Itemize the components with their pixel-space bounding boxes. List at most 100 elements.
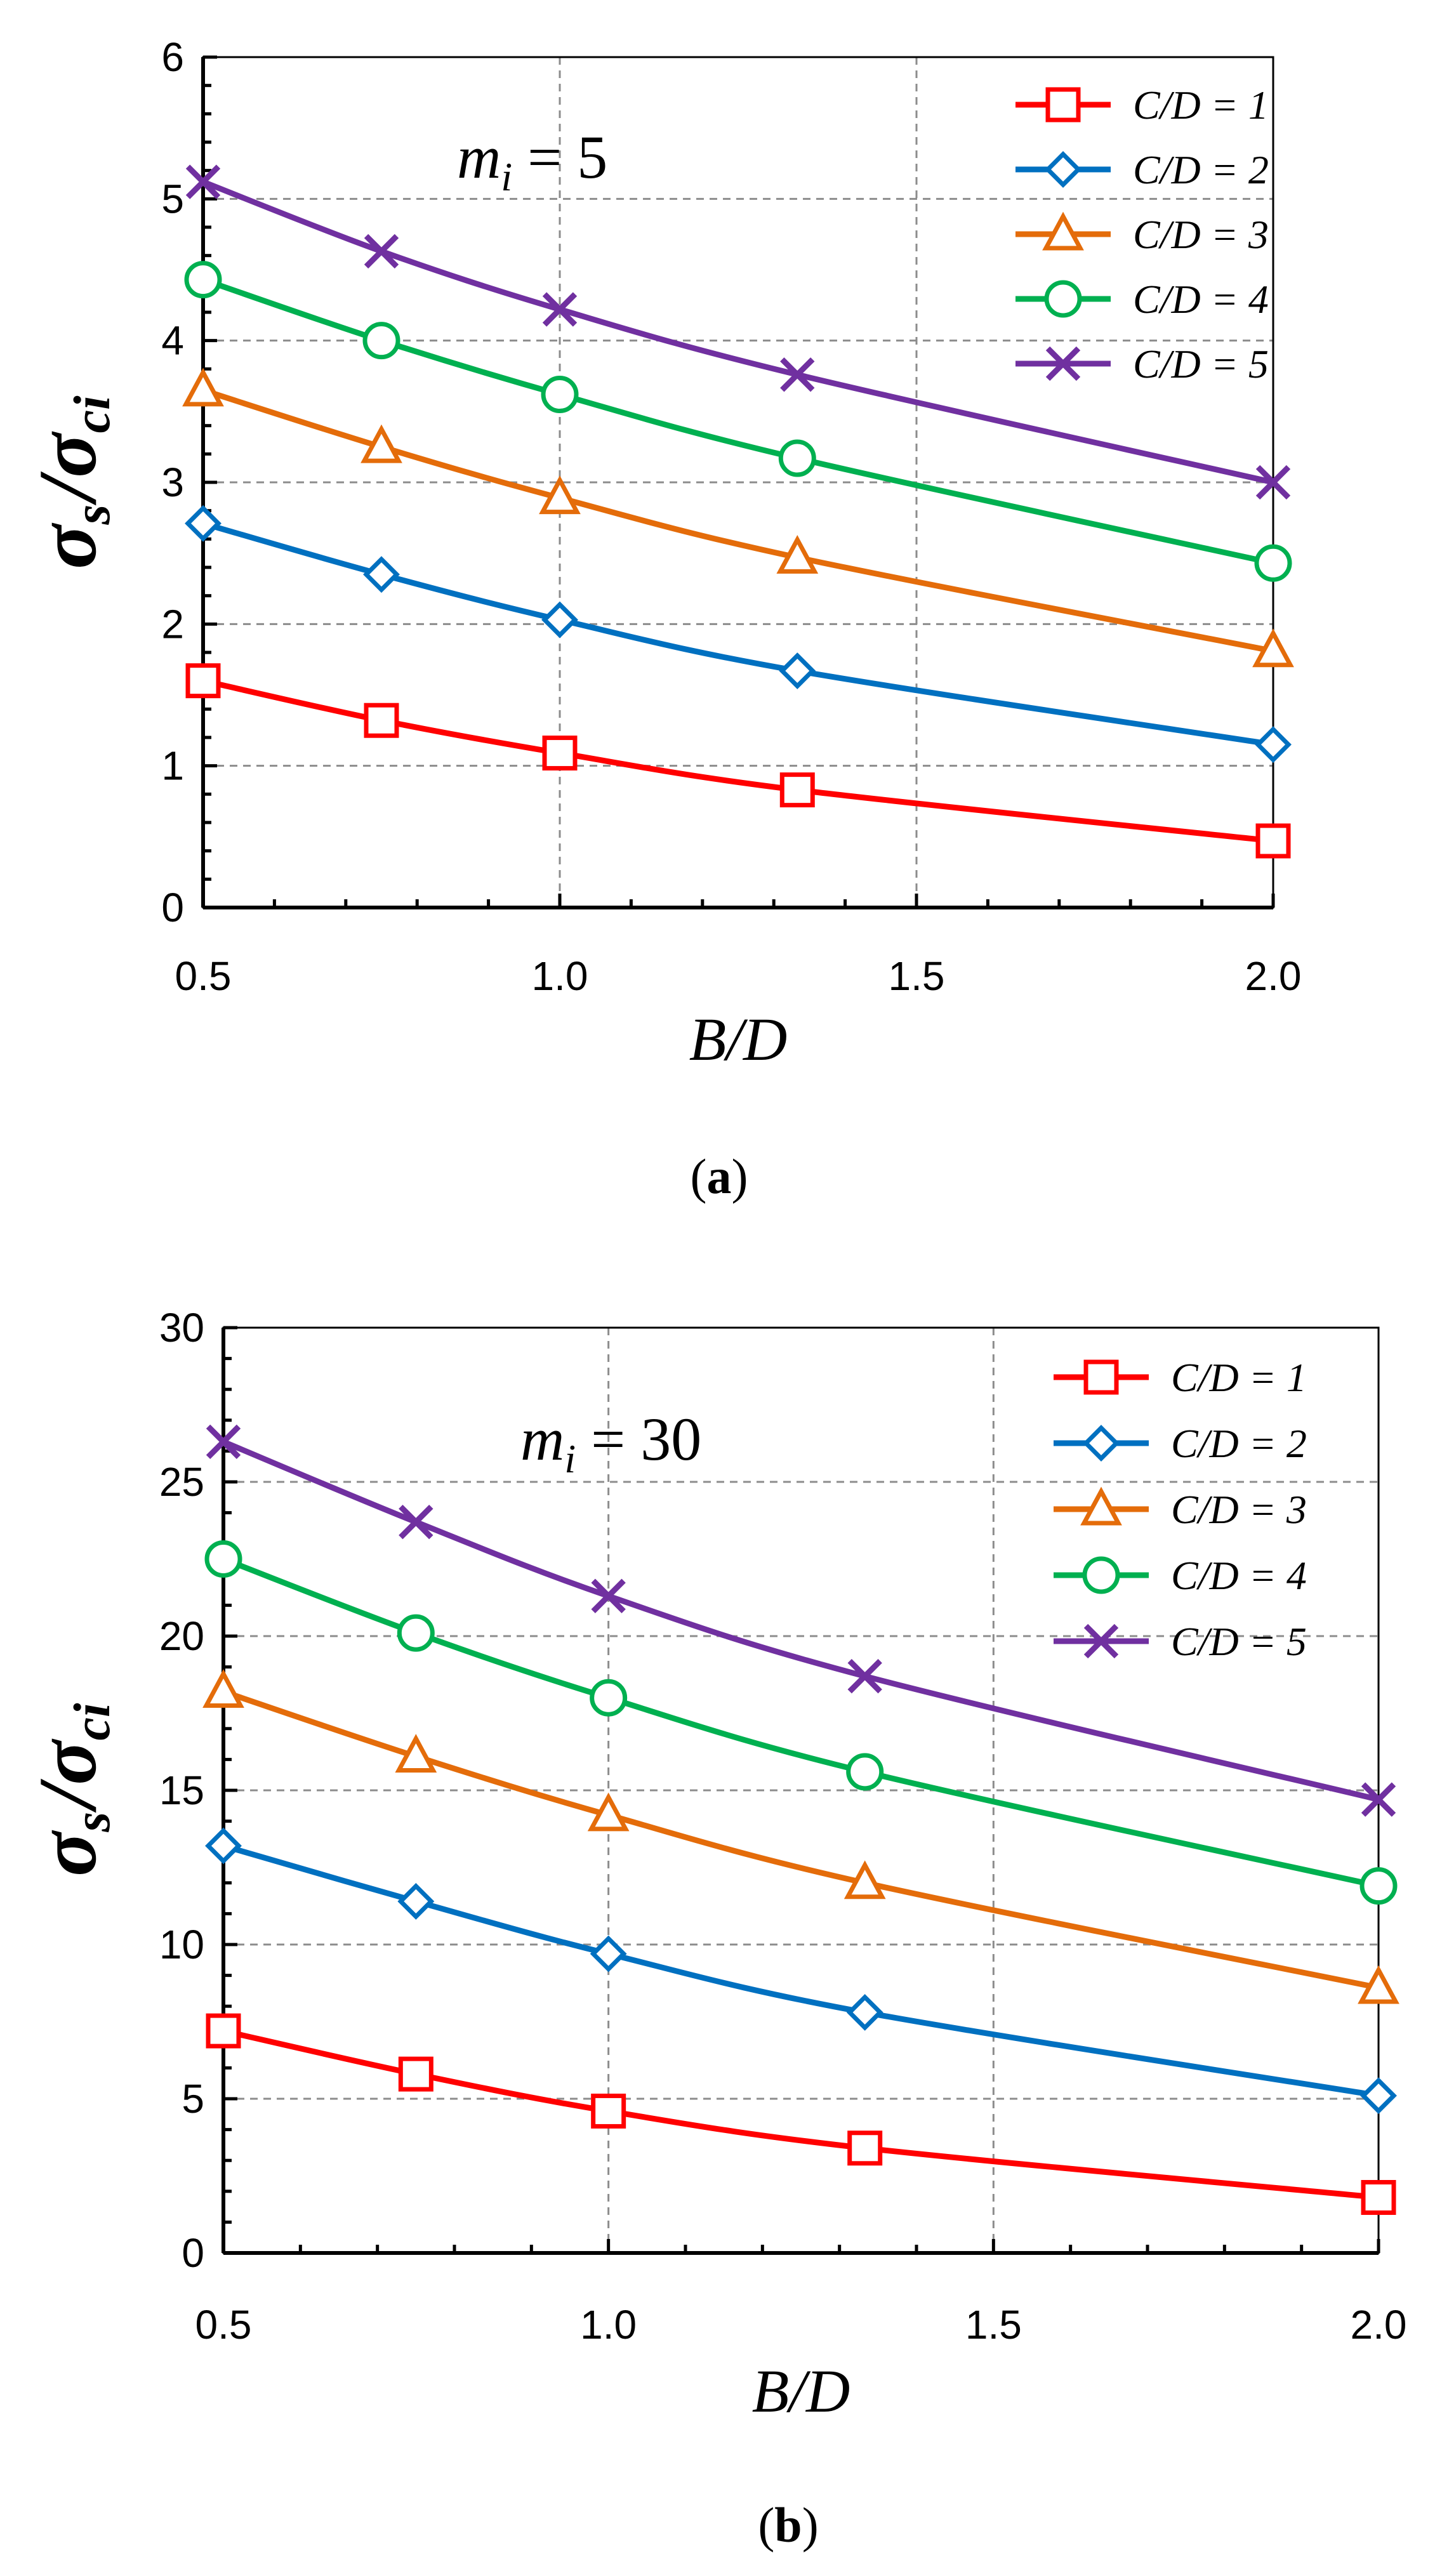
legend-label-a-4: C/D = 4 xyxy=(1133,277,1269,322)
series-line-b-4 xyxy=(220,1556,1382,1889)
series-a-3 xyxy=(182,367,1294,668)
legend-item-a-2: C/D = 2 xyxy=(1015,147,1269,192)
data-point-a-3-2 xyxy=(360,424,402,463)
legend-label-a-5: C/D = 5 xyxy=(1133,341,1269,386)
ytick-label-a: 5 xyxy=(161,176,184,221)
data-point-a-4-4 xyxy=(778,439,816,477)
ytick-label-b: 25 xyxy=(159,1459,204,1505)
xtick-label-a: 2.0 xyxy=(1245,953,1302,999)
legend-label-a-1: C/D = 1 xyxy=(1133,83,1269,128)
series-b-4 xyxy=(204,1540,1398,1905)
series-a-2 xyxy=(185,505,1292,763)
legend-marker-a-4 xyxy=(1044,280,1082,318)
data-point-b-3-3 xyxy=(587,1792,630,1832)
series-line-b-5 xyxy=(220,1439,1382,1803)
xtick-label-a: 0.5 xyxy=(175,953,232,999)
x-axis-title-b: B/D xyxy=(752,2357,850,2425)
ytick-label-b: 10 xyxy=(159,1922,204,1967)
series-b-5 xyxy=(206,1424,1396,1817)
chart-panel-a: 0 1 2 3 4 5 6 0.5 1.0 1.5 2.0 B/D σs/σci mi = 5 C/D = … xyxy=(0,0,1442,1269)
ytick-label-b: 30 xyxy=(159,1305,204,1351)
series-b-3 xyxy=(202,1669,1399,2004)
data-point-a-4-3 xyxy=(541,376,579,414)
data-point-b-1-5 xyxy=(1361,2180,1396,2216)
data-point-a-2-1 xyxy=(185,505,222,542)
legend-item-a-1: C/D = 1 xyxy=(1015,83,1269,128)
data-point-a-2-3 xyxy=(541,601,578,638)
annotation-a: mi = 5 xyxy=(457,123,607,199)
data-point-b-4-2 xyxy=(397,1614,435,1652)
data-point-a-5-4 xyxy=(780,357,815,392)
data-point-b-4-3 xyxy=(590,1679,628,1717)
data-point-a-5-3 xyxy=(542,292,578,327)
data-point-b-3-4 xyxy=(843,1860,886,1899)
ytick-label-b: 20 xyxy=(159,1613,204,1659)
legend-a: C/D = 1 C/D = 2 C/D = 3 C/D = 4 C/D = 5 xyxy=(1015,83,1269,386)
data-point-b-5-4 xyxy=(847,1658,882,1694)
data-point-b-2-3 xyxy=(590,1935,627,1972)
data-point-a-5-5 xyxy=(1255,465,1291,500)
data-point-b-5-3 xyxy=(591,1578,626,1614)
legend-label-b-5: C/D = 5 xyxy=(1171,1619,1307,1664)
data-point-b-2-2 xyxy=(397,1883,435,1920)
legend-marker-a-2 xyxy=(1045,151,1082,188)
annotation-b: mi = 30 xyxy=(520,1405,701,1481)
data-point-b-4-4 xyxy=(846,1753,884,1791)
data-point-b-5-1 xyxy=(206,1424,241,1460)
data-point-b-3-5 xyxy=(1358,1965,1399,2004)
y-axis-title-b: σs/σci xyxy=(22,1703,121,1877)
data-point-b-4-1 xyxy=(204,1540,242,1578)
ytick-label-a: 2 xyxy=(161,601,184,647)
series-a-1 xyxy=(185,663,1291,859)
ytick-label-b: 15 xyxy=(159,1767,204,1813)
legend-item-b-5: C/D = 5 xyxy=(1054,1619,1307,1664)
data-point-a-4-2 xyxy=(362,322,400,360)
data-point-b-3-2 xyxy=(395,1734,437,1773)
data-point-a-5-2 xyxy=(364,234,399,269)
data-point-b-1-3 xyxy=(591,2093,626,2129)
ytick-label-a: 1 xyxy=(161,743,184,789)
data-point-b-2-1 xyxy=(205,1827,242,1865)
ytick-label-a: 6 xyxy=(161,34,184,80)
data-point-a-3-4 xyxy=(776,535,819,574)
ytick-label-a: 3 xyxy=(161,459,184,505)
legend-item-a-4: C/D = 4 xyxy=(1015,277,1269,322)
legend-item-b-1: C/D = 1 xyxy=(1054,1355,1307,1400)
legend-item-b-3: C/D = 3 xyxy=(1054,1486,1307,1532)
legend-marker-a-5 xyxy=(1045,346,1081,381)
data-point-b-5-5 xyxy=(1361,1782,1396,1817)
series-a-4 xyxy=(184,261,1292,582)
series-line-b-3 xyxy=(220,1688,1382,1991)
legend-marker-b-3 xyxy=(1080,1486,1122,1526)
data-point-a-1-5 xyxy=(1255,823,1291,859)
ytick-label-a: 4 xyxy=(161,318,184,364)
grid-b xyxy=(223,1328,1379,2253)
chart-a-svg: 0 1 2 3 4 5 6 0.5 1.0 1.5 2.0 B/D σs/σci mi = 5 C/D = … xyxy=(22,34,1302,1204)
xtick-label-a: 1.5 xyxy=(889,953,945,999)
legend-marker-b-1 xyxy=(1083,1359,1119,1395)
data-point-b-1-4 xyxy=(847,2130,883,2166)
data-point-a-3-5 xyxy=(1252,628,1294,668)
legend-item-b-2: C/D = 2 xyxy=(1054,1421,1307,1466)
series-b-2 xyxy=(205,1827,1397,2115)
legend-label-a-3: C/D = 3 xyxy=(1133,212,1269,257)
data-point-a-1-2 xyxy=(364,703,399,738)
caption-a: (a) xyxy=(691,1149,748,1204)
series-line-a-4 xyxy=(200,277,1276,566)
legend-label-b-3: C/D = 3 xyxy=(1171,1487,1307,1532)
series-line-a-3 xyxy=(200,387,1276,654)
legend-marker-a-1 xyxy=(1045,87,1081,122)
data-point-b-2-5 xyxy=(1360,2077,1397,2115)
legend-item-a-3: C/D = 3 xyxy=(1015,211,1269,257)
chart-b-svg: 0 5 10 15 20 25 30 0.5 1.0 1.5 2.0 B/D σs/σci mi = 30… xyxy=(22,1305,1407,2553)
data-point-a-4-5 xyxy=(1254,544,1292,582)
caption-b: (b) xyxy=(758,2497,818,2553)
legend-label-b-2: C/D = 2 xyxy=(1171,1421,1307,1466)
y-axis-title-a: σs/σci xyxy=(22,395,121,569)
series-a-5 xyxy=(185,164,1291,500)
legend-marker-b-2 xyxy=(1083,1425,1120,1462)
data-point-a-1-1 xyxy=(185,663,221,699)
xtick-label-b: 2.0 xyxy=(1351,2302,1407,2348)
legend-label-b-1: C/D = 1 xyxy=(1171,1355,1307,1400)
legend-item-a-5: C/D = 5 xyxy=(1015,341,1269,386)
